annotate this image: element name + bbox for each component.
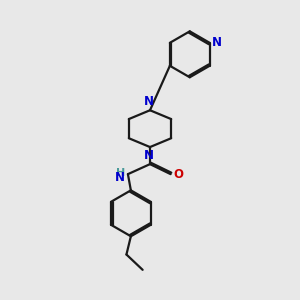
- Text: N: N: [143, 149, 154, 162]
- Text: N: N: [115, 172, 125, 184]
- Text: O: O: [173, 168, 183, 181]
- Text: N: N: [143, 95, 154, 109]
- Text: H: H: [116, 168, 125, 178]
- Text: N: N: [212, 36, 222, 49]
